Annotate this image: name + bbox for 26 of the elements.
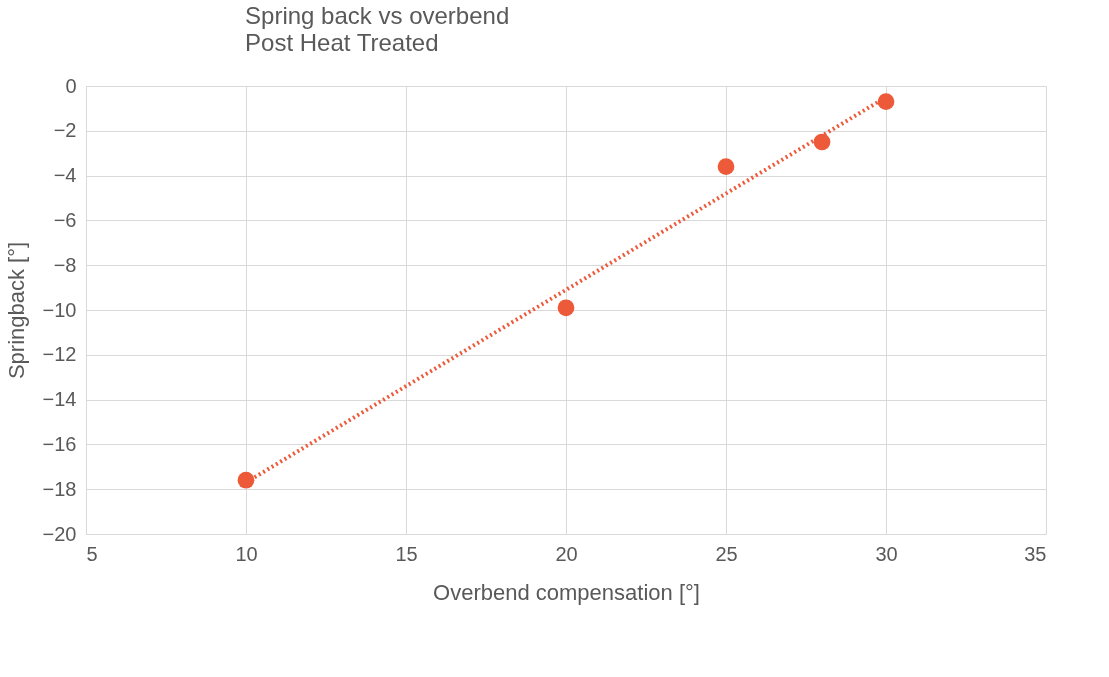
y-tick-label: 0: [65, 74, 77, 97]
x-tick-label: 10: [235, 542, 258, 565]
y-axis-title: Springback [°]: [3, 241, 29, 380]
y-tick-label: −2: [53, 119, 77, 142]
y-tick-label: −16: [42, 432, 77, 455]
y-tick-label: −18: [42, 477, 77, 500]
x-tick-label: 20: [555, 542, 578, 565]
y-tick-label: −12: [42, 343, 77, 366]
point: [717, 158, 735, 175]
x-tick-label: 5: [86, 542, 98, 565]
y-tick-label: −10: [42, 298, 77, 321]
point: [813, 133, 831, 151]
y-tick-label: −20: [42, 522, 77, 545]
chart-subtitle: Post Heat Treated: [245, 29, 439, 56]
x-tick-label: 25: [715, 542, 738, 565]
y-tick-label: −4: [53, 164, 77, 187]
point: [877, 93, 895, 111]
point: [557, 299, 575, 317]
x-tick-label: 30: [875, 542, 898, 565]
y-tick-label: −6: [53, 208, 77, 231]
y-tick-label: −8: [53, 253, 77, 276]
x-tick-label: 35: [1024, 542, 1047, 565]
chart-title: Spring back vs overbend: [245, 2, 510, 29]
y-tick-label: −14: [42, 388, 77, 411]
x-axis-title: Overbend compensation [°]: [433, 579, 700, 605]
x-tick-label: 15: [395, 542, 418, 565]
